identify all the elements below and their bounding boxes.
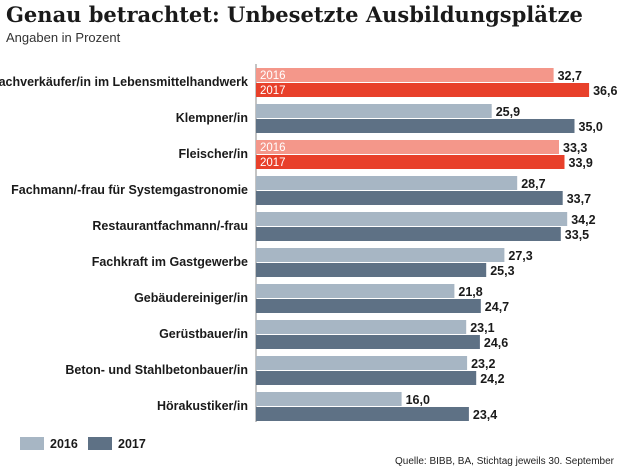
inbar-year-label: 2017 xyxy=(260,157,286,169)
data-label: 23,1 xyxy=(470,321,494,335)
legend-label: 2016 xyxy=(50,437,78,451)
bar-2016 xyxy=(256,284,455,298)
category-label: Fachverkäufer/in im Lebensmittelhandwerk xyxy=(0,75,248,89)
bar-2016 xyxy=(256,104,492,118)
data-label: 33,5 xyxy=(565,228,589,242)
bar-2017 xyxy=(256,119,575,133)
data-label: 24,2 xyxy=(480,372,504,386)
legend: 2016 2017 xyxy=(20,437,146,451)
bar-2016 xyxy=(256,356,468,370)
data-label: 36,6 xyxy=(593,84,617,98)
legend-swatch-2016 xyxy=(20,437,44,450)
category-label: Gerüstbauer/in xyxy=(159,327,248,341)
data-label: 34,2 xyxy=(571,213,595,227)
bars: 32,7 2016 36,6 2017 25,9 35,0 33,3 2016 33,9 2017… xyxy=(256,68,617,422)
bar-2016 xyxy=(256,392,402,406)
inbar-year-label: 2017 xyxy=(260,85,286,97)
bar-2017 xyxy=(256,191,563,205)
chart-subtitle: Angaben in Prozent xyxy=(6,30,121,45)
category-labels: Fachverkäufer/in im Lebensmittelhandwerk… xyxy=(0,75,248,413)
bar-2016 xyxy=(256,320,467,334)
bar-2016 xyxy=(256,68,554,82)
bar-2016 xyxy=(256,248,505,262)
bar-2017 xyxy=(256,371,477,385)
data-label: 23,4 xyxy=(473,408,497,422)
data-label: 24,7 xyxy=(485,300,509,314)
data-label: 27,3 xyxy=(508,249,532,263)
source-note: Quelle: BIBB, BA, Stichtag jeweils 30. S… xyxy=(395,456,615,467)
category-label: Hörakustiker/in xyxy=(157,399,248,413)
bar-2017 xyxy=(256,83,590,97)
legend-swatch-2017 xyxy=(88,437,112,450)
bar-2017 xyxy=(256,227,561,241)
category-label: Beton- und Stahlbetonbauer/in xyxy=(65,363,248,377)
data-label: 33,9 xyxy=(569,156,593,170)
inbar-year-label: 2016 xyxy=(260,70,286,82)
data-label: 33,3 xyxy=(563,141,587,155)
bar-2017 xyxy=(256,407,469,421)
data-label: 23,2 xyxy=(471,357,495,371)
data-label: 24,6 xyxy=(484,336,508,350)
data-label: 21,8 xyxy=(458,285,482,299)
data-label: 28,7 xyxy=(521,177,545,191)
data-label: 33,7 xyxy=(567,192,591,206)
bar-2016 xyxy=(256,140,559,154)
data-label: 25,9 xyxy=(496,105,520,119)
inbar-year-label: 2016 xyxy=(260,142,286,154)
data-label: 25,3 xyxy=(490,264,514,278)
bar-2017 xyxy=(256,155,565,169)
bar-2017 xyxy=(256,263,487,277)
category-label: Fachkraft im Gastgewerbe xyxy=(92,255,248,269)
category-label: Gebäudereiniger/in xyxy=(134,291,248,305)
category-label: Fachmann/-frau für Systemgastronomie xyxy=(11,183,248,197)
bar-2016 xyxy=(256,176,518,190)
category-label: Klempner/in xyxy=(176,111,248,125)
category-label: Fleischer/in xyxy=(179,147,248,161)
bar-2017 xyxy=(256,299,481,313)
data-label: 32,7 xyxy=(558,69,582,83)
data-label: 16,0 xyxy=(406,393,430,407)
bar-2017 xyxy=(256,335,480,349)
data-label: 35,0 xyxy=(579,120,603,134)
chart-title: Genau betrachtet: Unbesetzte Ausbildungs… xyxy=(6,2,583,27)
bar-2016 xyxy=(256,212,568,226)
category-label: Restaurantfachmann/-frau xyxy=(92,219,248,233)
legend-label: 2017 xyxy=(118,437,146,451)
